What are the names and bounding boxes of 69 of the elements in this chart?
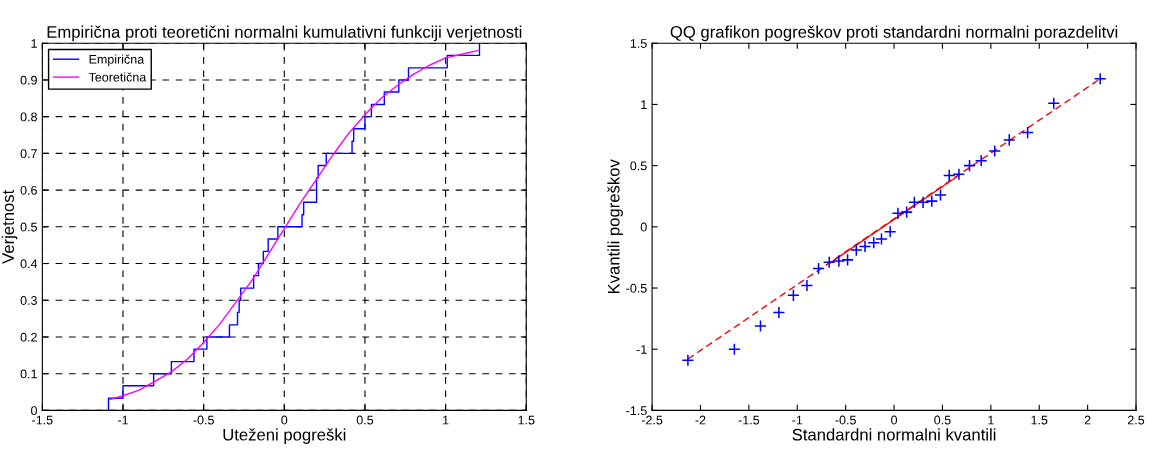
point [1093,72,1107,86]
y-tick-label: 1 [641,100,647,109]
point [754,319,767,333]
x-tick-label: 1 [988,415,994,425]
y-tick-label: 1.5 [630,39,647,48]
y-axis-title: Kvantili pogreškov [607,159,623,294]
x-tick-label: 2.5 [1127,415,1145,425]
y-tick-label: 0 [640,222,647,232]
point [812,262,825,275]
point [681,353,695,367]
y-axis-title: Verjetnost [1,189,18,264]
point [916,196,930,209]
point [832,254,846,268]
y-tick-label: 0.5 [630,161,647,171]
x-tick-label: 2 [1084,415,1091,425]
point [891,207,905,220]
point [963,159,976,172]
chart-title: Empirična proti teoretični normalni kumulativni funkciji verjetnosti [47,25,522,42]
point [858,240,872,253]
legend-label: Teoretična [88,72,147,82]
point [942,169,956,182]
y-tick-label: -0.5 [626,283,647,293]
point [988,144,1002,158]
x-tick-label: 0 [891,415,898,425]
y-tick-label: 1 [31,39,37,48]
x-tick-label: 1 [443,415,449,425]
y-tick-label: 0.1 [20,369,37,379]
x-tick-label: 1.5 [1031,415,1048,425]
x-tick-label: -2.5 [641,415,663,425]
point [900,205,913,219]
legend-label: Empirična [89,54,145,67]
y-tick-label: 0.2 [20,332,37,342]
y-tick-label: 0.3 [20,296,37,305]
point [974,154,988,168]
y-tick-label: 0 [31,406,37,416]
y-tick-label: 0.4 [20,259,38,269]
x-tick-label: -1 [792,415,803,425]
point [849,243,863,257]
x-axis-title: Uteženi pogreški [223,428,346,444]
point [800,279,814,292]
y-tick-label: 0.6 [20,185,37,195]
point [772,306,786,319]
point [908,196,921,209]
point [1002,133,1016,147]
x-tick-label: -1.5 [738,415,760,425]
point [728,342,741,356]
point [1021,126,1034,139]
x-tick-label: 0.5 [356,415,374,425]
x-tick-label: -2 [695,415,706,425]
chart-title: QQ grafikon pogreškov proti standardni normalni porazdelitvi [670,25,1118,42]
y-tick-label: 0.7 [20,149,37,159]
point [883,225,897,239]
y-tick-label: -1 [636,345,647,354]
y-tick-label: 0.8 [20,112,37,122]
x-tick-label: 0 [281,415,288,425]
y-tick-label: 0.5 [20,222,37,232]
point [822,255,836,269]
y-tick-label: -1.5 [626,406,647,416]
x-tick-label: -0.5 [835,415,856,425]
y-tick-label: 0.9 [20,75,37,85]
x-axis-title: Standardni normalni kvantili [792,428,996,441]
x-tick-label: -0.5 [193,415,214,425]
point [952,167,966,181]
x-tick-label: 1.5 [518,415,535,425]
x-tick-label: -1 [117,415,128,425]
point [841,253,854,267]
x-tick-label: 0.5 [934,415,951,425]
point [1047,96,1061,110]
point [787,289,800,302]
